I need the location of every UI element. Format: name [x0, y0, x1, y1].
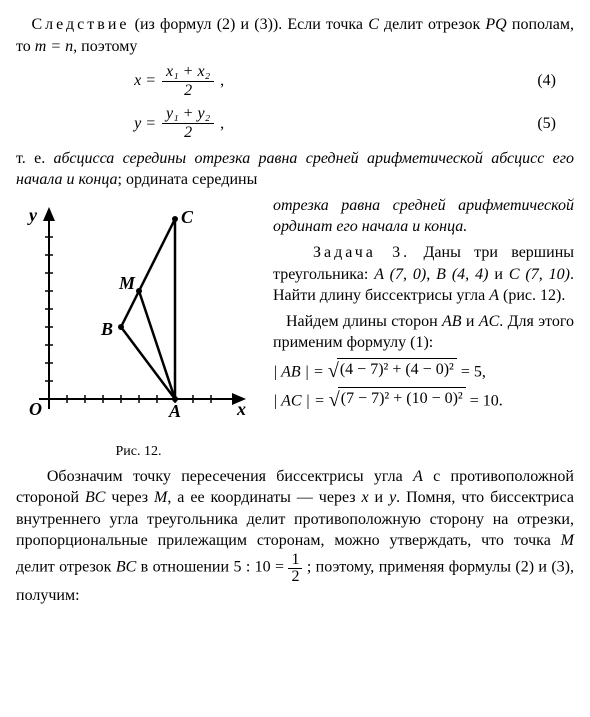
- eq5-top: y₁ + y₂: [162, 105, 214, 124]
- fig-label-x: x: [236, 399, 246, 419]
- lead-word: Следствие: [31, 16, 129, 33]
- mn-eq: m = n,: [35, 38, 77, 55]
- p2-fb: 2: [288, 569, 302, 585]
- ab-lhs: | AB | =: [273, 364, 324, 381]
- fig-label-a: A: [168, 401, 181, 421]
- ac-rad: (7 − 7)² + (10 − 0)²: [338, 387, 466, 410]
- p2-M2: M: [561, 532, 574, 549]
- p2-t6: делит отрезок: [16, 558, 116, 575]
- p2-ft: 1: [288, 552, 302, 569]
- task-Aletter: A: [489, 287, 499, 304]
- eq4-top: x₁ + x₂: [162, 63, 214, 82]
- p2-tand: и: [369, 489, 389, 506]
- intro-rest: (из формул (2) и (3)). Если точка: [129, 16, 368, 33]
- ab-rad: (4 − 7)² + (4 − 0)²: [337, 358, 457, 381]
- task-C: C (7, 10): [509, 266, 570, 283]
- p2-t1: Обозначим точку пересечения биссектрисы …: [47, 468, 413, 485]
- corollary-paragraph: т. е. абсцисса середины отрезка равна ср…: [16, 148, 574, 191]
- eq5-lhs: y =: [16, 113, 162, 135]
- ab-rhs: = 5,: [461, 364, 486, 381]
- cor-ital2: отрезка равна средней арифметической орд…: [273, 197, 574, 236]
- equation-4: x = x₁ + x₂ 2 , (4): [16, 63, 574, 99]
- eq4-frac: x₁ + x₂ 2: [162, 63, 214, 99]
- p2-t3: через: [105, 489, 154, 506]
- task-label: Задача 3.: [313, 244, 410, 261]
- ac-lhs: | AC | =: [273, 393, 325, 410]
- p2-t7: в отношении: [136, 558, 233, 575]
- find-and: и: [462, 313, 479, 330]
- p2-ratio: 5 : 10 =: [233, 558, 284, 575]
- ab-sqrt: √(4 − 7)² + (4 − 0)²: [328, 358, 457, 381]
- equation-5: y = y₁ + y₂ 2 , (5): [16, 105, 574, 141]
- p2-frac: 12: [288, 552, 302, 585]
- p2-BC2: BC: [116, 558, 136, 575]
- intro-ac: делит отрезок: [379, 16, 486, 33]
- find-AC: AC: [479, 313, 499, 330]
- eq4-bot: 2: [162, 82, 214, 100]
- fig-label-o: O: [29, 399, 42, 419]
- ac-sqrt: √(7 − 7)² + (10 − 0)²: [329, 387, 466, 410]
- eq5-bot: 2: [162, 124, 214, 142]
- find-p1a: Найдем длины сторон: [286, 313, 442, 330]
- cor-pre: т. е.: [16, 150, 54, 167]
- fig-label-y: y: [27, 205, 38, 225]
- task-A: A (7, 0): [374, 266, 426, 283]
- cor-mid: ; ордината середины: [118, 171, 258, 188]
- eq5-frac: y₁ + y₂ 2: [162, 105, 214, 141]
- p2-A: A: [413, 468, 423, 485]
- para2: Обозначим точку пересечения биссектрисы …: [16, 466, 574, 607]
- fig-label-m: M: [118, 273, 136, 293]
- eq4-num: (4): [224, 70, 574, 92]
- ac-rhs: = 10.: [470, 393, 503, 410]
- p2-x: x: [362, 489, 369, 506]
- figure-svg: y x O A B C M: [19, 199, 259, 439]
- cor-ital1: абсцисса середины отрезка равна средней …: [16, 150, 574, 189]
- intro-tail: поэтому: [77, 38, 137, 55]
- task-b3: (рис. 12).: [499, 287, 565, 304]
- figure-12: y x O A B C M Рис. 12.: [16, 199, 261, 462]
- eq4-lhs: x =: [16, 70, 162, 92]
- task-B: B (4, 4): [436, 266, 488, 283]
- p2-BC: BC: [85, 489, 105, 506]
- find-AB: AB: [442, 313, 462, 330]
- fig-label-c: C: [181, 207, 194, 227]
- figure-caption: Рис. 12.: [16, 443, 261, 462]
- point-c: C: [368, 16, 379, 33]
- eq5-num: (5): [224, 113, 574, 135]
- intro-paragraph: Следствие (из формул (2) и (3)). Если то…: [16, 14, 574, 57]
- seg-pq: PQ: [485, 16, 506, 33]
- p2-t4: , а ее координаты — через: [167, 489, 361, 506]
- p2-M: M: [154, 489, 167, 506]
- fig-label-b: B: [100, 319, 113, 339]
